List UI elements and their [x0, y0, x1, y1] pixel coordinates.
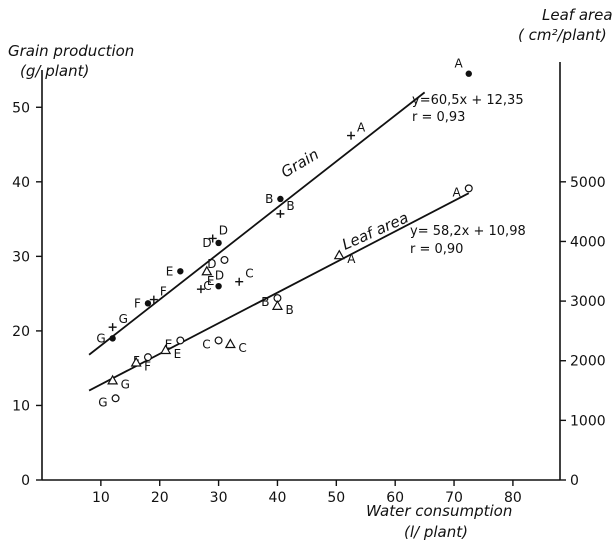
- point-label: B: [265, 192, 273, 206]
- point-label: E: [166, 264, 174, 278]
- y-right-tick-label: 1000: [570, 413, 606, 429]
- grain-dot-point: [177, 268, 184, 275]
- point-label: B: [261, 295, 269, 309]
- markers: GFECDBAGFECDBAGFECDBAGFECDBA: [96, 57, 473, 409]
- y-left-tick-label: 0: [21, 473, 30, 489]
- leaf-circle-point: [214, 336, 223, 345]
- grain-plus-point: [149, 295, 158, 304]
- grain-r: r = 0,93: [412, 110, 465, 125]
- leaf-equation: y= 58,2x + 10,98: [410, 224, 526, 239]
- point-label: B: [285, 303, 293, 317]
- point-label: D: [219, 223, 228, 237]
- leaf-triangle-point: [224, 338, 236, 349]
- y-right-title-line1: Leaf area: [542, 6, 613, 24]
- grain-dot-point: [215, 239, 222, 247]
- leaf-circle-point: [111, 394, 120, 403]
- grain-dot-point: [215, 282, 222, 290]
- y-left-title-line2: (g/ plant): [20, 62, 89, 80]
- point-label: G: [121, 377, 130, 391]
- x-tick-label: 60: [386, 490, 404, 506]
- y-left-title-line1: Grain production: [8, 42, 134, 60]
- axis-titles: Grain production (g/ plant) Leaf area ( …: [8, 6, 613, 541]
- y-right-tick-label: 2000: [570, 354, 606, 370]
- point-label: A: [347, 252, 356, 266]
- leaf-triangle-point: [271, 300, 283, 310]
- x-tick-label: 80: [504, 490, 522, 506]
- point-label: G: [98, 395, 107, 409]
- point-label: C: [245, 267, 253, 281]
- axes: [41, 62, 561, 481]
- x-tick-label: 30: [210, 490, 228, 506]
- grain-plus-point: [347, 131, 356, 140]
- grain-plus-point: [108, 323, 117, 332]
- point-label: F: [134, 296, 141, 310]
- fit-lines: [88, 91, 470, 392]
- point-label: E: [165, 337, 173, 351]
- x-tick-label: 70: [445, 490, 463, 506]
- y-right-tick-label: 3000: [570, 294, 606, 310]
- grain-dot-point: [277, 195, 284, 203]
- leaf-line-label: Leaf area: [339, 208, 411, 253]
- point-label: G: [96, 331, 105, 345]
- y-left-tick-label: 50: [12, 100, 30, 116]
- point-label: C: [202, 337, 210, 351]
- point-label: E: [174, 347, 182, 361]
- y-left-tick-label: 40: [12, 175, 30, 191]
- y-right-tick-label: 5000: [570, 175, 606, 191]
- point-label: E: [207, 274, 215, 288]
- point-label: G: [119, 312, 128, 326]
- leaf-triangle-point: [201, 265, 213, 276]
- x-title-line2: (l/ plant): [404, 523, 468, 541]
- grain-plus-point: [235, 277, 244, 286]
- point-label: A: [453, 185, 462, 199]
- y-left-tick-label: 10: [12, 398, 30, 414]
- grain-equation: y=60,5x + 12,35: [412, 93, 524, 108]
- x-ticks: 10 20 30 40 50 60 70 80: [92, 480, 522, 506]
- x-tick-label: 50: [327, 490, 345, 506]
- grain-dot-point: [465, 70, 472, 77]
- grain-plus-point: [276, 209, 285, 218]
- x-tick-label: 20: [151, 490, 169, 506]
- point-label: B: [286, 199, 294, 213]
- grain-line-label: Grain: [278, 145, 322, 181]
- point-label: A: [357, 121, 366, 135]
- y-right-tick-label: 0: [570, 473, 579, 489]
- leaf-r: r = 0,90: [410, 242, 463, 257]
- x-tick-label: 10: [92, 490, 110, 506]
- leaf-triangle-point: [333, 249, 345, 260]
- y-left-tick-label: 20: [12, 324, 30, 340]
- point-label: F: [144, 360, 151, 374]
- x-tick-label: 40: [269, 490, 287, 506]
- grain-plus-point: [208, 234, 217, 243]
- grain-plus-point: [196, 285, 205, 294]
- line-labels: Grain Leaf area: [278, 145, 411, 254]
- leaf-circle-point: [464, 184, 473, 193]
- point-label: D: [215, 268, 224, 282]
- leaf-circle-point: [143, 353, 152, 362]
- grain-dot-point: [109, 335, 116, 342]
- y-right-title-line2: ( cm²/plant): [518, 26, 607, 44]
- leaf-circle-point: [176, 336, 185, 345]
- leaf-triangle-point: [130, 356, 142, 367]
- leaf-triangle-point: [107, 374, 119, 385]
- point-label: D: [207, 257, 216, 271]
- y-left-ticks: 0 10 20 30 40 50: [12, 100, 42, 489]
- grain-regression-line: [88, 91, 426, 356]
- y-right-tick-label: 4000: [570, 234, 606, 250]
- point-label: C: [238, 341, 246, 355]
- grain-dot-point: [144, 300, 152, 307]
- y-right-ticks: 0 1000 2000 3000 4000 5000: [560, 175, 606, 489]
- point-label: A: [455, 57, 464, 71]
- equations: y=60,5x + 12,35 r = 0,93 y= 58,2x + 10,9…: [410, 93, 526, 257]
- leaf-triangle-point: [160, 344, 172, 355]
- y-left-tick-label: 30: [12, 249, 30, 265]
- point-label: D: [202, 236, 211, 250]
- x-title-line1: Water consumption: [366, 502, 512, 520]
- point-label: C: [203, 279, 211, 293]
- point-label: F: [160, 285, 167, 299]
- leaf-regression-line: [88, 192, 470, 392]
- leaf-circle-point: [220, 255, 229, 264]
